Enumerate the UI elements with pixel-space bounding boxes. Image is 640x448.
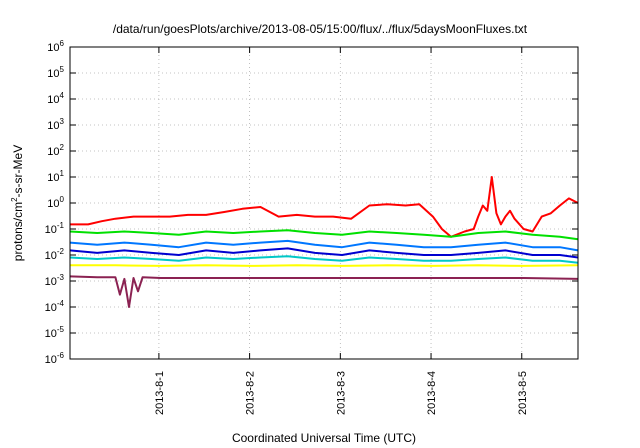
series-line-3: [69, 239, 579, 252]
y-tick-label: 105: [47, 65, 64, 80]
x-tick-label: 2013-8-4: [426, 371, 438, 415]
y-tick-label: 10-3: [45, 273, 65, 288]
y-tick-label: 10-6: [45, 351, 65, 366]
x-tick-label: 2013-8-2: [245, 371, 257, 415]
y-tick-label: 10-1: [45, 221, 65, 236]
series-line-1: [70, 176, 579, 238]
x-tick-label: 2013-8-3: [335, 371, 347, 415]
series-line-5: [69, 255, 579, 264]
y-tick-label: 10-4: [45, 299, 65, 314]
series-line-7: [69, 275, 579, 308]
x-tick-label: 2013-8-1: [154, 371, 166, 415]
grid-lines: [70, 47, 578, 359]
y-tick-label: 102: [47, 143, 64, 158]
x-tick-label: 2013-8-5: [517, 371, 529, 415]
y-tick-label: 101: [47, 169, 64, 184]
chart-title: /data/run/goesPlots/archive/2013-08-05/1…: [113, 22, 528, 36]
series-layer: [69, 176, 579, 308]
x-axis-ticks: 2013-8-1 2013-8-2 2013-8-3 2013-8-4 2013-8-5: [154, 47, 529, 415]
series-line-2: [69, 229, 579, 241]
series-line-6: [70, 264, 579, 267]
y-tick-label: 104: [47, 91, 64, 106]
series-line-4: [69, 247, 579, 259]
y-axis-ticks: 10-6 10-5 10-4 10-3 10-2 10-1 100 101 102 103 104 1…: [45, 39, 578, 366]
y-tick-label: 103: [47, 117, 64, 132]
y-axis-label: protons/cm2-s-sr-MeV: [10, 145, 25, 261]
y-tick-label: 10-2: [45, 247, 65, 262]
y-tick-label: 10-5: [45, 325, 65, 340]
y-tick-label: 106: [47, 39, 64, 54]
x-axis-label: Coordinated Universal Time (UTC): [232, 431, 416, 445]
y-tick-label: 100: [47, 195, 64, 210]
